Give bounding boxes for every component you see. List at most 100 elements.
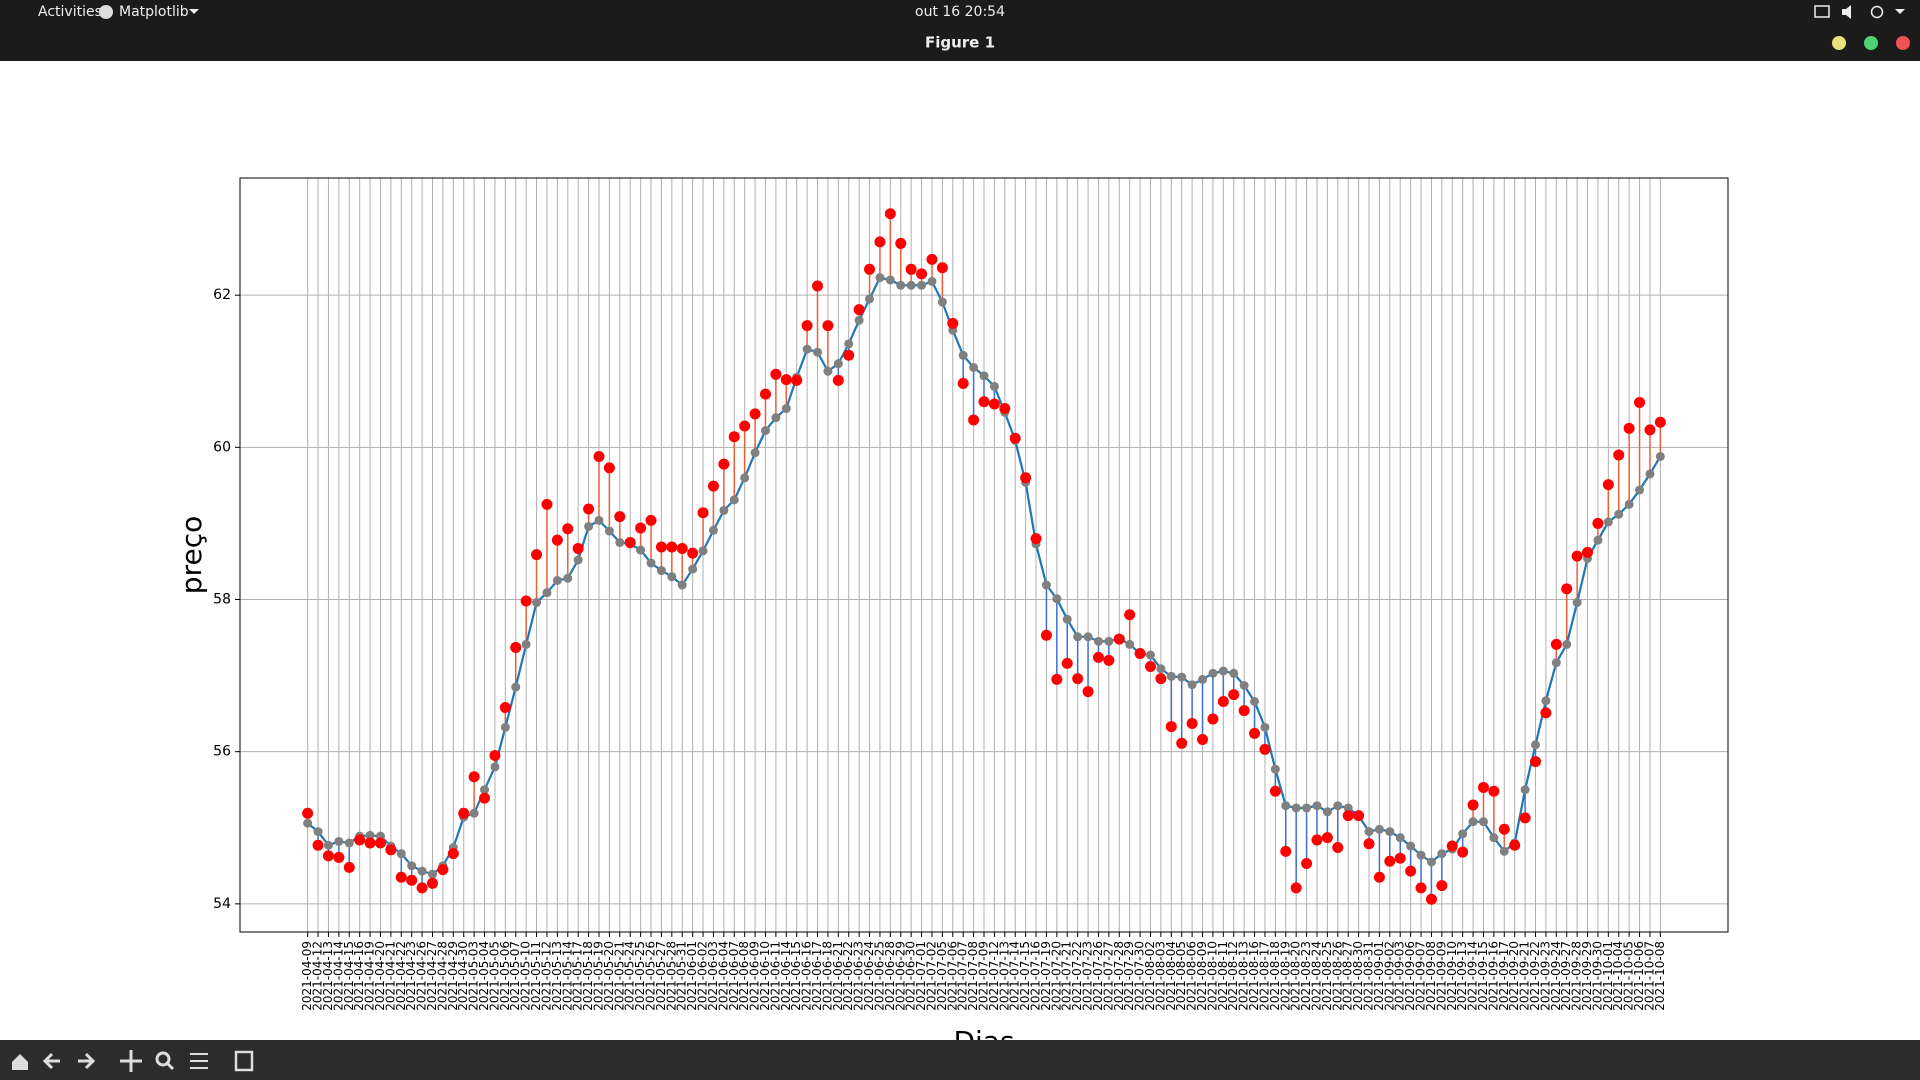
x-tick-label: 2021-08-30: [1351, 941, 1365, 1011]
red-point: [635, 522, 647, 534]
x-tick-label: 2021-08-16: [1247, 941, 1261, 1011]
x-tick-label: 2021-04-21: [383, 941, 397, 1011]
red-point: [479, 792, 491, 804]
grey-point: [1208, 668, 1218, 678]
minimize-button[interactable]: [1832, 36, 1846, 50]
red-point: [739, 420, 751, 432]
grey-point: [1572, 598, 1582, 608]
red-point: [583, 503, 595, 515]
maximize-button[interactable]: [1864, 36, 1878, 50]
x-tick-label: 2021-06-07: [727, 941, 741, 1011]
x-tick-label: 2021-07-05: [935, 941, 949, 1011]
save-button[interactable]: [234, 1050, 254, 1072]
grey-point: [875, 273, 885, 283]
grey-point: [1104, 636, 1114, 646]
red-point: [395, 871, 407, 883]
red-point: [1186, 718, 1198, 730]
grey-point: [1489, 833, 1499, 843]
x-tick-label: 2021-04-30: [456, 941, 470, 1011]
grey-point: [303, 818, 313, 828]
grey-point: [979, 371, 989, 381]
red-point: [1415, 882, 1427, 894]
power-icon[interactable]: [1870, 5, 1884, 19]
zoom-button[interactable]: [155, 1051, 171, 1067]
red-point: [1519, 812, 1531, 824]
close-button[interactable]: [1896, 36, 1910, 50]
grey-point: [1250, 696, 1260, 706]
y-tick-label: 58: [213, 592, 231, 608]
tray-icon[interactable]: [1814, 5, 1830, 18]
grey-point: [906, 280, 916, 290]
red-point: [1477, 781, 1489, 793]
home-button[interactable]: [12, 1054, 28, 1070]
x-tick-label: 2021-08-02: [1143, 941, 1157, 1011]
system-menu-arrow[interactable]: [1895, 9, 1905, 14]
grey-point: [729, 495, 739, 505]
red-point: [1020, 472, 1032, 484]
grey-point: [1041, 580, 1051, 590]
x-tick-label: 2021-05-05: [487, 941, 501, 1011]
back-button[interactable]: [42, 1052, 60, 1070]
x-tick-label: 2021-09-21: [1518, 941, 1532, 1011]
grey-point: [854, 315, 864, 325]
grey-point: [1333, 801, 1343, 811]
x-tick-label: 2021-08-05: [1174, 941, 1188, 1011]
red-point: [1030, 533, 1042, 545]
x-tick-label: 2021-07-07: [956, 941, 970, 1011]
red-point: [1311, 834, 1323, 846]
x-tick-label: 2021-09-16: [1486, 941, 1500, 1011]
x-tick-label: 2021-06-10: [758, 941, 772, 1011]
red-point: [1592, 517, 1604, 529]
forward-button[interactable]: [78, 1052, 96, 1070]
x-tick-label: 2021-05-03: [467, 941, 481, 1011]
red-point: [645, 514, 657, 526]
red-point: [707, 480, 719, 492]
red-point: [1582, 546, 1594, 558]
grey-point: [1364, 827, 1374, 837]
red-point: [1467, 799, 1479, 811]
x-tick-label: 2021-04-26: [415, 941, 429, 1011]
grey-point: [1520, 785, 1530, 795]
red-point: [947, 317, 959, 329]
grey-point: [1291, 803, 1301, 813]
x-tick-label: 2021-06-22: [841, 941, 855, 1011]
grey-point: [1562, 639, 1572, 649]
activities[interactable]: Activities: [38, 4, 102, 20]
red-point: [832, 374, 844, 386]
configure-button[interactable]: [190, 1053, 208, 1069]
top-bar: [0, 0, 1920, 61]
grey-point: [688, 564, 698, 574]
x-tick-label: 2021-09-01: [1372, 941, 1386, 1011]
app-menu[interactable]: Matplotlib: [119, 4, 189, 20]
x-tick-label: 2021-09-08: [1424, 941, 1438, 1011]
red-point: [572, 543, 584, 555]
x-tick-label: 2021-04-19: [363, 941, 377, 1011]
x-tick-label: 2021-04-23: [404, 941, 418, 1011]
x-tick-label: 2021-06-09: [748, 941, 762, 1011]
red-point: [1363, 838, 1375, 850]
grey-point: [1343, 803, 1353, 813]
pan-button[interactable]: [120, 1050, 142, 1072]
volume-icon[interactable]: [1842, 5, 1851, 19]
grey-point: [1530, 740, 1540, 750]
grey-point: [1406, 841, 1416, 851]
red-point: [1259, 743, 1271, 755]
red-point: [1092, 651, 1104, 663]
clock[interactable]: out 16 20:54: [915, 4, 1005, 20]
x-tick-label: 2021-07-09: [977, 941, 991, 1011]
red-point: [801, 320, 813, 332]
x-tick-label: 2021-08-26: [1330, 941, 1344, 1011]
red-point: [895, 237, 907, 249]
x-tick-label: 2021-05-26: [644, 941, 658, 1011]
x-tick-label: 2021-04-20: [373, 941, 387, 1011]
red-point: [312, 839, 324, 851]
x-tick-label: 2021-08-27: [1341, 941, 1355, 1011]
grey-point: [1551, 658, 1561, 668]
x-tick-label: 2021-06-29: [893, 941, 907, 1011]
red-point: [655, 541, 667, 553]
red-point: [1425, 893, 1437, 905]
grey-point: [417, 866, 427, 876]
grey-point: [1302, 803, 1312, 813]
grey-point: [1635, 485, 1645, 495]
red-point: [1613, 449, 1625, 461]
